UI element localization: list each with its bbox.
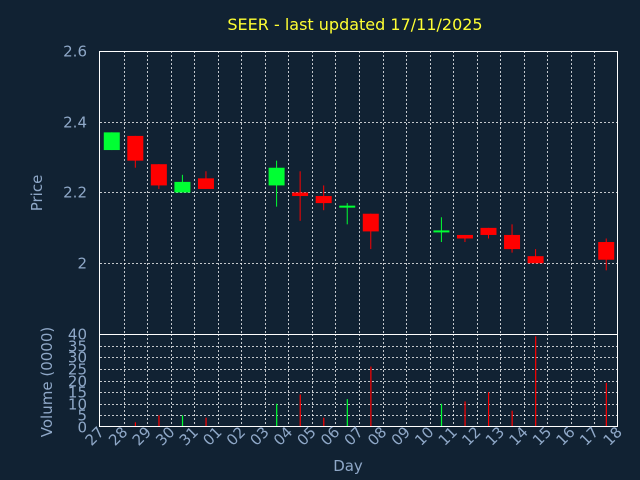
candle-body (362, 213, 379, 232)
candle-body (103, 132, 120, 151)
candle-body (339, 205, 356, 208)
x-tick-label: 28 (105, 423, 131, 449)
volume-bar (511, 410, 513, 427)
volume-tick-label: 30 (68, 349, 87, 367)
candle-body (150, 164, 167, 186)
volume-tick-label: 15 (68, 384, 87, 402)
volume-bar (488, 392, 490, 427)
volume-tick-label: 35 (68, 338, 87, 356)
volume-bars (134, 336, 607, 427)
price-tick-label: 2.2 (63, 184, 87, 202)
price-tick-label: 2.4 (63, 114, 87, 132)
candle-body (433, 230, 450, 233)
x-tick-label: 06 (317, 423, 343, 449)
x-tick-label: 07 (341, 423, 367, 449)
volume-bar (181, 415, 184, 427)
price-y-tick-labels: 2 2.2 2.4 2.6 (63, 43, 87, 273)
volume-bar (346, 399, 348, 427)
x-tick-label: 17 (576, 423, 602, 449)
volume-tick-label: 25 (68, 361, 87, 379)
volume-bar (535, 336, 537, 427)
x-tick-label: 31 (176, 423, 202, 449)
candle-body (268, 167, 285, 186)
x-tick-label: 12 (458, 423, 484, 449)
candle-body (527, 256, 544, 264)
candle-body (315, 196, 332, 204)
volume-bar (605, 382, 607, 427)
volume-bar (205, 417, 207, 427)
x-tick-label: 08 (364, 423, 390, 449)
x-tick-label: 10 (411, 423, 437, 449)
volume-bar (464, 401, 466, 427)
volume-bar (323, 417, 325, 427)
x-tick-label: 09 (388, 423, 414, 449)
volume-bar (440, 403, 443, 427)
x-tick-label: 13 (482, 423, 508, 449)
x-tick-label: 16 (553, 423, 579, 449)
volume-axis-label: Volume (0000) (38, 327, 56, 437)
candle-body (197, 178, 214, 189)
volume-plot-frame (99, 334, 618, 427)
volume-bar (370, 366, 372, 427)
price-tick-label: 2 (77, 255, 87, 273)
x-tick-labels: 2728293031010203040506070809101112131415… (82, 423, 626, 449)
candle-body (174, 181, 191, 193)
x-tick-label: 18 (600, 423, 626, 449)
x-tick-label: 03 (246, 423, 272, 449)
volume-tick-label: 40 (68, 326, 87, 344)
x-tick-label: 14 (505, 423, 531, 449)
volume-tick-label: 10 (68, 396, 87, 414)
x-axis-label: Day (333, 457, 363, 475)
x-tick-label: 29 (129, 423, 155, 449)
volume-tick-label: 5 (77, 407, 87, 425)
volume-bar (276, 403, 278, 427)
volume-tick-label: 0 (77, 419, 87, 437)
x-tick-label: 02 (223, 423, 249, 449)
volume-bar (158, 415, 160, 427)
volume-bar (299, 394, 301, 427)
volume-bar (134, 422, 137, 427)
x-tick-label: 01 (199, 423, 225, 449)
candle-body (480, 227, 497, 235)
x-tick-label: 05 (294, 423, 320, 449)
x-tick-label: 11 (435, 423, 461, 449)
x-tick-label: 04 (270, 423, 296, 449)
price-panel: 2 2.2 2.4 2.6 (63, 43, 618, 335)
candle-body (598, 242, 615, 260)
candle-body (292, 192, 309, 197)
candle-body (127, 135, 144, 161)
price-axis-label: Price (28, 175, 46, 212)
volume-grid (100, 334, 618, 427)
price-tick-label: 2.6 (63, 43, 87, 61)
candle-body (504, 234, 521, 250)
candlesticks (103, 132, 615, 271)
x-tick-label: 15 (529, 423, 555, 449)
volume-tick-label: 20 (68, 373, 87, 391)
price-grid (100, 51, 618, 334)
candle-body (456, 234, 473, 239)
x-tick-label: 30 (152, 423, 178, 449)
chart-title: SEER - last updated 17/11/2025 (227, 15, 482, 34)
